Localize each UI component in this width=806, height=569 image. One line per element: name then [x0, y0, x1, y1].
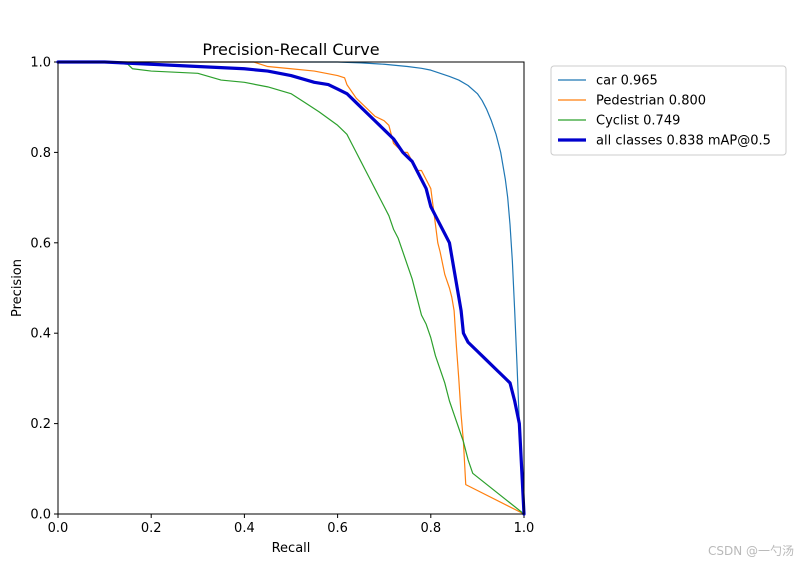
x-axis-ticks: 0.0 0.2 0.4 0.6 0.8 1.0 [48, 514, 535, 536]
x-tick-label: 0.4 [234, 521, 255, 536]
series-line-2 [57, 61, 525, 515]
y-tick-label: 0.4 [30, 327, 51, 342]
x-tick-label: 0.6 [327, 521, 348, 536]
y-tick-label: 0.6 [30, 236, 51, 251]
legend: car 0.965 Pedestrian 0.800 Cyclist 0.749 al… [550, 65, 787, 156]
x-tick-label: 0.8 [420, 521, 441, 536]
watermark: CSDN @一勺汤 [707, 544, 794, 558]
legend-label-0: car 0.965 [596, 74, 658, 89]
legend-label-1: Pedestrian 0.800 [596, 94, 706, 109]
legend-box [550, 65, 787, 156]
series-line-1 [57, 61, 525, 515]
y-axis-ticks: 0.0 0.2 0.4 0.6 0.8 1.0 [30, 56, 58, 523]
y-axis-label: Precision [10, 259, 25, 317]
series-line-0 [57, 61, 525, 515]
x-tick-label: 0.0 [48, 521, 69, 536]
series-line-3 [56, 60, 526, 516]
series-layer [56, 60, 526, 516]
plot-frame [57, 61, 525, 515]
x-axis-label: Recall [272, 541, 311, 556]
x-tick-label: 1.0 [514, 521, 535, 536]
y-tick-label: 0.2 [30, 417, 51, 432]
legend-label-3: all classes 0.838 mAP@0.5 [596, 134, 771, 149]
chart-title: Precision-Recall Curve [202, 40, 379, 59]
legend-label-2: Cyclist 0.749 [596, 114, 680, 129]
y-tick-label: 0.0 [30, 508, 51, 523]
y-tick-label: 0.8 [30, 146, 51, 161]
y-tick-label: 1.0 [30, 56, 51, 71]
x-tick-label: 0.2 [141, 521, 162, 536]
